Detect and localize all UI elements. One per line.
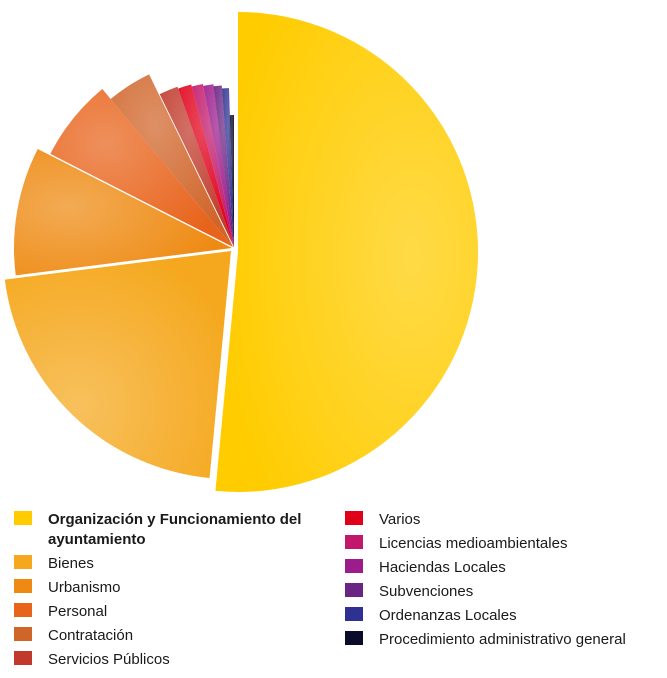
legend-right: Varios Licencias medioambientales Hacien… bbox=[345, 510, 665, 654]
legend-left: Organización y Funcionamiento del ayunta… bbox=[14, 510, 314, 674]
legend-swatch bbox=[345, 631, 363, 645]
legend-item-ordenanzas: Ordenanzas Locales bbox=[345, 606, 665, 626]
pie-slice-highlight-6 bbox=[178, 84, 234, 247]
legend-label: Licencias medioambientales bbox=[379, 535, 568, 552]
legend-label: Ordenanzas Locales bbox=[379, 607, 517, 624]
legend-item-servicios-publicos: Servicios Públicos bbox=[14, 650, 314, 670]
legend-swatch bbox=[14, 511, 32, 525]
legend-item-varios: Varios bbox=[345, 510, 665, 530]
legend-item-subvenciones: Subvenciones bbox=[345, 582, 665, 602]
pie-slice-highlight-9 bbox=[213, 85, 234, 248]
legend-swatch bbox=[14, 579, 32, 593]
pie-slice-highlight-2 bbox=[14, 149, 233, 276]
legend-swatch bbox=[14, 603, 32, 617]
legend-swatch bbox=[345, 583, 363, 597]
legend-label: Servicios Públicos bbox=[48, 651, 170, 668]
legend-label: Personal bbox=[48, 603, 108, 620]
legend-item-urbanismo: Urbanismo bbox=[14, 578, 314, 598]
legend-item-organizacion: Organización y Funcionamiento del ayunta… bbox=[14, 510, 314, 550]
legend-swatch bbox=[14, 651, 32, 665]
legend-swatch bbox=[345, 535, 363, 549]
pie-slice-highlight-10 bbox=[221, 88, 234, 248]
pie-chart bbox=[4, 12, 478, 492]
legend-label: Subvenciones bbox=[379, 583, 474, 600]
legend-item-contratacion: Contratación bbox=[14, 626, 314, 646]
legend-item-haciendas: Haciendas Locales bbox=[345, 558, 665, 578]
pie-slice-highlight-1 bbox=[4, 251, 231, 478]
legend-item-personal: Personal bbox=[14, 602, 314, 622]
legend-label: Urbanismo bbox=[48, 579, 121, 596]
pie-slice-highlight-8 bbox=[203, 84, 234, 248]
pie-slice-highlight-5 bbox=[159, 86, 234, 247]
legend-label: Contratación bbox=[48, 627, 134, 644]
pie-slice-highlight-3 bbox=[50, 89, 234, 247]
legend-swatch bbox=[345, 559, 363, 573]
legend-label: Procedimiento administrativo general bbox=[379, 631, 626, 648]
legend-label: Varios bbox=[379, 511, 421, 528]
pie-slice-highlight-11 bbox=[229, 115, 234, 248]
legend-swatch bbox=[345, 607, 363, 621]
pie-slice-highlight-7 bbox=[191, 83, 234, 248]
pie-slice-highlight-0 bbox=[215, 12, 478, 492]
pie-slice-highlight-4 bbox=[110, 74, 233, 247]
legend-label: Organización y Funcionamiento del ayunta… bbox=[48, 511, 302, 548]
legend-label: Haciendas Locales bbox=[379, 559, 506, 576]
pie-slices bbox=[4, 12, 478, 492]
legend-label: Bienes bbox=[48, 555, 94, 572]
legend-swatch bbox=[345, 511, 363, 525]
legend-swatch bbox=[14, 555, 32, 569]
legend-item-procedimiento: Procedimiento administrativo general bbox=[345, 630, 665, 650]
legend-swatch bbox=[14, 627, 32, 641]
legend-item-licencias: Licencias medioambientales bbox=[345, 534, 665, 554]
legend-item-bienes: Bienes bbox=[14, 554, 314, 574]
